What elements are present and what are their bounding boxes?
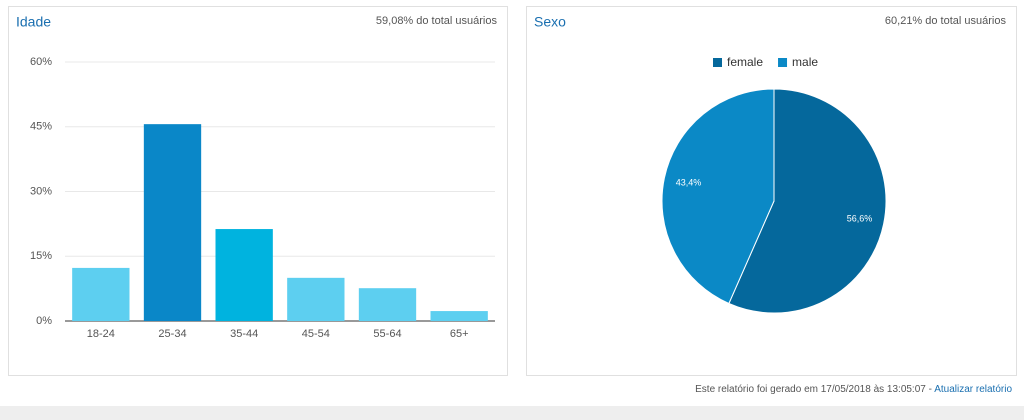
y-tick-label: 0% <box>36 315 52 327</box>
bar <box>358 288 417 321</box>
x-tick-label: 35-44 <box>230 328 258 340</box>
bar <box>430 311 488 321</box>
pie-slice <box>728 88 887 314</box>
bar <box>72 267 130 321</box>
y-tick-label: 30% <box>30 185 52 197</box>
x-tick-label: 18-24 <box>87 328 115 340</box>
bottom-strip <box>0 406 1024 420</box>
dashboard: Idade 59,08% do total usuários 0% 15% 30% 45%… <box>8 6 1017 376</box>
panel-title: Idade <box>16 14 51 30</box>
panel-subtitle: 59,08% do total usuários <box>376 15 498 27</box>
y-tick-label: 45% <box>30 121 52 133</box>
bar <box>287 277 345 321</box>
bar <box>143 124 202 321</box>
y-tick-label: 60% <box>30 56 52 68</box>
x-tick-label: 25-34 <box>158 328 186 340</box>
footer: Este relatório foi gerado em 17/05/2018 … <box>695 384 1012 395</box>
bar <box>215 229 273 321</box>
slice-label: 43,4% <box>676 177 702 187</box>
legend-swatch <box>713 58 722 67</box>
panel-title: Sexo <box>534 14 566 30</box>
y-tick-label: 15% <box>30 250 52 262</box>
footer-text: Este relatório foi gerado em 17/05/2018 … <box>695 384 932 395</box>
legend-swatch <box>778 58 788 67</box>
x-tick-label: 65+ <box>450 328 469 340</box>
slice-label: 56,6% <box>847 213 873 223</box>
legend-label: male <box>792 55 818 69</box>
refresh-link[interactable]: Atualizar relatório <box>934 384 1012 395</box>
legend-label: female <box>727 55 763 69</box>
x-tick-label: 45-54 <box>302 328 330 340</box>
x-tick-label: 55-64 <box>373 328 401 340</box>
panel-subtitle: 60,21% do total usuários <box>885 15 1007 27</box>
pie-slice <box>661 88 775 305</box>
